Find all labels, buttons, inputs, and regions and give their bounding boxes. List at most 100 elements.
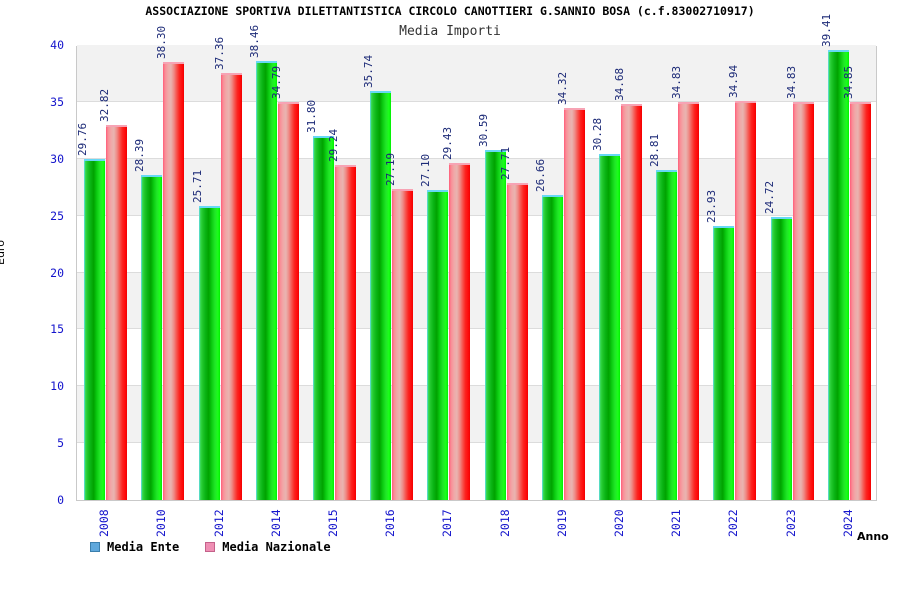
gridline xyxy=(77,385,876,387)
x-tick-label: 2020 xyxy=(612,509,627,537)
bar-value-label: 29.43 xyxy=(441,127,455,161)
bar-media-ente[interactable] xyxy=(484,150,506,500)
bar-value-label: 29.24 xyxy=(326,129,340,163)
bar-media-ente[interactable] xyxy=(141,175,163,500)
x-tick-label: 2017 xyxy=(440,509,455,537)
y-axis-tick-labels: 0 5 10 15 20 25 30 35 40 xyxy=(0,0,70,600)
bar-group: 39.41 34.85 xyxy=(820,14,871,500)
legend-item-media-nazionale[interactable]: Media Nazionale xyxy=(205,540,331,554)
y-tick-label: 0 xyxy=(57,493,64,507)
bar-value-label: 37.36 xyxy=(212,36,226,71)
bar-value-label: 35.74 xyxy=(362,55,376,89)
bar-value-label: 28.39 xyxy=(133,138,147,173)
bar-media-nazionale[interactable] xyxy=(792,101,814,500)
plot-area: 29.76 32.82 28.39 38.30 25.71 37.36 38.46 34.79… xyxy=(76,14,877,501)
bar-group: 23.93 34.94 xyxy=(705,47,757,500)
gridline xyxy=(77,328,876,330)
bar-media-nazionale[interactable] xyxy=(277,102,299,500)
bar-media-ente[interactable] xyxy=(84,159,106,500)
bar-group: 26.66 34.32 xyxy=(534,47,585,500)
x-tick-label: 2010 xyxy=(154,509,169,537)
bar-value-label: 30.28 xyxy=(591,117,605,151)
x-tick-label: 2021 xyxy=(669,509,684,537)
bar-media-ente[interactable] xyxy=(599,153,621,500)
bar-media-ente[interactable] xyxy=(541,194,563,500)
bar-value-label: 27.19 xyxy=(384,152,398,186)
bar-media-nazionale[interactable] xyxy=(563,107,585,500)
y-tick-label: 15 xyxy=(50,322,64,337)
bar-media-nazionale[interactable] xyxy=(678,101,700,500)
bar-group: 35.74 27.19 xyxy=(362,47,414,500)
x-tick-label: 2023 xyxy=(783,509,798,537)
gridline xyxy=(77,442,876,444)
bar-media-ente[interactable] xyxy=(827,49,849,500)
bar-media-ente[interactable] xyxy=(427,189,449,500)
y-tick-label: 5 xyxy=(57,436,64,451)
bar-media-nazionale[interactable] xyxy=(449,163,471,500)
y-axis-title: Euro xyxy=(0,240,7,265)
bar-value-label: 32.82 xyxy=(98,88,112,122)
y-tick-label: 30 xyxy=(50,151,64,166)
bar-value-label: 34.79 xyxy=(269,66,283,100)
chart-title: ASSOCIAZIONE SPORTIVA DILETTANTISTICA CI… xyxy=(145,4,755,18)
bar-value-label: 39.41 xyxy=(819,13,833,47)
legend-label: Media Ente xyxy=(107,540,180,554)
bar-media-ente[interactable] xyxy=(656,170,678,500)
bar-media-nazionale[interactable] xyxy=(506,182,528,500)
bar-group: 29.76 32.82 xyxy=(76,47,128,500)
bar-media-nazionale[interactable] xyxy=(849,101,871,500)
bar-group: 28.39 38.30 xyxy=(133,26,185,500)
x-axis-title: Anno xyxy=(857,530,889,543)
bar-value-label: 34.83 xyxy=(670,65,684,99)
bar-media-nazionale[interactable] xyxy=(220,73,242,500)
bar-value-label: 30.59 xyxy=(476,113,490,148)
legend-item-media-ente[interactable]: Media Ente xyxy=(90,540,179,554)
x-tick-label: 2019 xyxy=(554,509,569,537)
bar-value-label: 23.93 xyxy=(705,189,719,223)
y-tick-label: 20 xyxy=(50,265,64,280)
bar-value-label: 29.76 xyxy=(76,123,90,157)
x-tick-label: 2008 xyxy=(97,509,112,537)
chart-legend: Media Ente Media Nazionale xyxy=(90,540,331,554)
bar-group: 38.46 34.79 xyxy=(248,24,299,500)
legend-label: Media Nazionale xyxy=(222,540,331,554)
x-tick-label: 2016 xyxy=(383,509,398,537)
bar-value-label: 28.81 xyxy=(648,134,662,168)
bar-value-label: 34.32 xyxy=(555,71,569,105)
bar-value-label: 31.80 xyxy=(304,100,318,134)
bar-media-nazionale[interactable] xyxy=(392,188,414,500)
x-tick-label: 2015 xyxy=(325,509,340,537)
y-tick-label: 40 xyxy=(50,38,64,52)
y-tick-label: 10 xyxy=(50,379,64,394)
bar-media-ente[interactable] xyxy=(713,225,735,500)
bar-media-nazionale[interactable] xyxy=(334,165,356,500)
bar-media-ente[interactable] xyxy=(255,60,277,500)
bar-group: 30.59 27.71 xyxy=(477,47,528,500)
bar-media-nazionale[interactable] xyxy=(735,100,757,500)
bar-group: 27.10 29.43 xyxy=(419,47,471,500)
bar-media-nazionale[interactable] xyxy=(163,62,185,500)
bar-value-label: 34.85 xyxy=(841,65,855,99)
bar-media-ente[interactable] xyxy=(770,216,792,500)
bar-media-nazionale[interactable] xyxy=(106,124,128,500)
x-tick-label: 2012 xyxy=(211,509,226,537)
bar-group: 25.71 37.36 xyxy=(191,37,242,500)
bar-media-nazionale[interactable] xyxy=(621,103,643,500)
x-tick-label: 2018 xyxy=(497,509,512,537)
bar-group: 24.72 34.83 xyxy=(763,47,814,500)
bar-value-label: 34.94 xyxy=(727,64,741,98)
bar-media-ente[interactable] xyxy=(312,136,334,500)
bar-group: 31.80 29.24 xyxy=(305,47,356,500)
bar-value-label: 25.71 xyxy=(190,169,204,203)
y-tick-label: 35 xyxy=(50,94,64,109)
bar-value-label: 27.71 xyxy=(498,146,512,180)
bar-media-ente[interactable] xyxy=(370,91,392,500)
bar-value-label: 34.83 xyxy=(784,65,798,99)
bar-group: 30.28 34.68 xyxy=(591,47,643,500)
bar-value-label: 24.72 xyxy=(762,180,776,214)
bar-media-ente[interactable] xyxy=(198,205,220,500)
y-tick-label: 25 xyxy=(50,208,64,223)
gridline xyxy=(77,271,876,273)
gridline xyxy=(77,100,876,102)
